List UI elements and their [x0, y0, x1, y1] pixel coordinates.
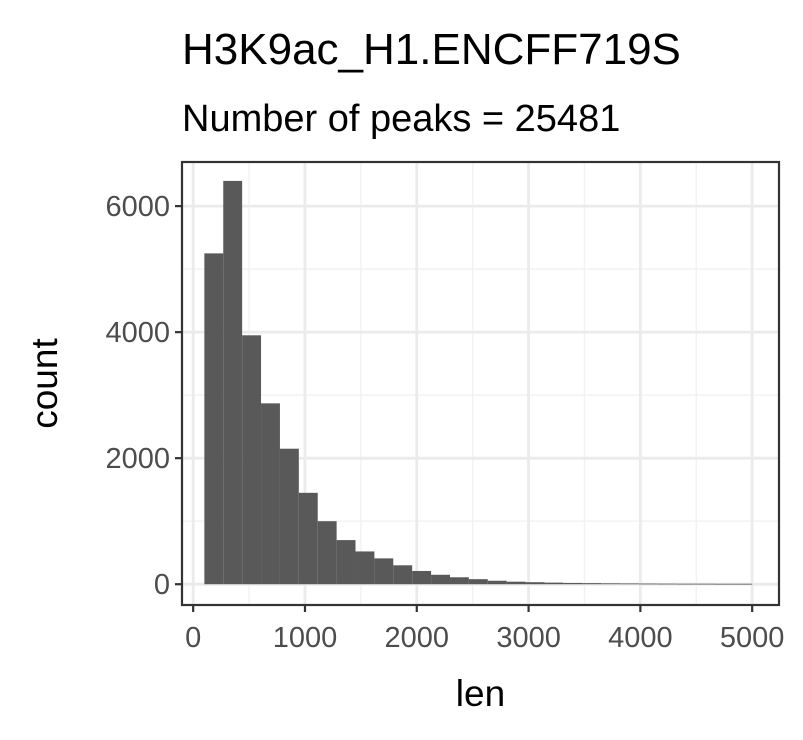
histogram-bar	[601, 583, 621, 585]
histogram-bar	[336, 540, 356, 585]
histogram-bar	[374, 558, 394, 585]
histogram-bar	[695, 583, 715, 585]
histogram-bar	[525, 582, 545, 585]
histogram-bar	[317, 521, 337, 585]
y-tick-label: 2000	[105, 443, 170, 475]
histogram-bar	[506, 581, 526, 585]
histogram-bar	[261, 403, 280, 585]
chart-title: H3K9ac_H1.ENCFF719S	[182, 25, 681, 74]
histogram-bar	[204, 253, 224, 585]
x-tick-label: 0	[185, 622, 201, 654]
histogram-bar	[393, 565, 413, 585]
histogram-bar	[714, 583, 734, 585]
x-tick-label: 3000	[496, 622, 561, 654]
histogram-bars	[204, 180, 753, 585]
y-tick-label: 0	[154, 569, 170, 601]
histogram-bar	[468, 579, 488, 585]
x-tick-label: 4000	[608, 622, 673, 654]
y-tick-label: 6000	[105, 191, 170, 223]
x-tick-label: 2000	[385, 622, 450, 654]
histogram-bar	[355, 551, 375, 585]
histogram-bar	[431, 574, 450, 585]
histogram-bar	[563, 582, 583, 585]
y-tick-label: 4000	[105, 317, 170, 349]
histogram-bar	[412, 570, 432, 585]
minor-gridlines	[182, 162, 779, 605]
panel-border	[180, 160, 781, 607]
histogram-bar	[638, 583, 658, 585]
plot-panel	[180, 160, 781, 607]
x-tick-label: 1000	[273, 622, 338, 654]
chart-subtitle: Number of peaks = 25481	[182, 98, 620, 140]
histogram-bar	[487, 580, 507, 585]
histogram-bar	[657, 583, 677, 585]
y-axis: 0 2000 4000 6000	[105, 191, 182, 601]
x-tick-label: 5000	[720, 622, 785, 654]
histogram-bar	[242, 335, 262, 585]
y-axis-title: count	[24, 338, 65, 429]
histogram-bar	[620, 583, 639, 585]
histogram-bar	[676, 583, 696, 585]
histogram-bar	[223, 180, 243, 585]
x-axis-title: len	[456, 673, 505, 714]
histogram-bar	[298, 492, 318, 585]
histogram-bar	[279, 448, 299, 585]
histogram-bar	[449, 577, 469, 585]
histogram-bar	[582, 583, 602, 585]
histogram-bar	[733, 583, 753, 585]
x-axis: 0 1000 2000 3000 4000 5000	[185, 605, 784, 654]
histogram-bar	[544, 582, 564, 585]
